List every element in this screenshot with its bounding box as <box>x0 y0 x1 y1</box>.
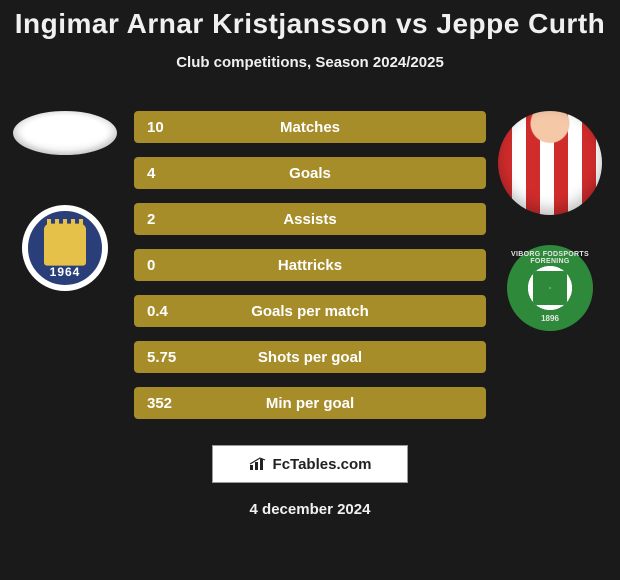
stat-value: 10 <box>147 119 164 136</box>
club-right-top-text: VIBORG FODSPORTS FORENING <box>509 251 591 265</box>
brand-text: FcTables.com <box>273 456 372 473</box>
page-subtitle: Club competitions, Season 2024/2025 <box>0 54 620 71</box>
brand-box[interactable]: FcTables.com <box>212 445 408 483</box>
stat-value: 5.75 <box>147 349 176 366</box>
stat-row-shots-per-goal: 5.75 Shots per goal <box>134 341 486 373</box>
stat-row-goals: 4 Goals <box>134 157 486 189</box>
player-right-column: VIBORG FODSPORTS FORENING 1896 <box>490 111 610 331</box>
stats-bars: 10 Matches 4 Goals 2 Assists 0 Hattricks… <box>134 111 486 419</box>
club-left-crest: 1964 <box>22 205 108 291</box>
stat-label: Goals per match <box>135 303 485 320</box>
stat-row-goals-per-match: 0.4 Goals per match <box>134 295 486 327</box>
player-left-photo <box>13 111 117 155</box>
page-title: Ingimar Arnar Kristjansson vs Jeppe Curt… <box>0 0 620 40</box>
stat-row-matches: 10 Matches <box>134 111 486 143</box>
stat-row-min-per-goal: 352 Min per goal <box>134 387 486 419</box>
stat-label: Matches <box>135 119 485 136</box>
stat-row-assists: 2 Assists <box>134 203 486 235</box>
stat-label: Shots per goal <box>135 349 485 366</box>
stat-row-hattricks: 0 Hattricks <box>134 249 486 281</box>
stat-value: 0.4 <box>147 303 168 320</box>
stat-label: Min per goal <box>135 395 485 412</box>
club-left-year: 1964 <box>28 265 102 279</box>
stat-label: Goals <box>135 165 485 182</box>
stat-value: 0 <box>147 257 155 274</box>
club-right-year: 1896 <box>509 314 591 323</box>
brand-chart-icon <box>249 457 267 471</box>
stat-value: 2 <box>147 211 155 228</box>
footer-date: 4 december 2024 <box>0 501 620 518</box>
stat-label: Assists <box>135 211 485 228</box>
player-right-photo <box>498 111 602 215</box>
club-right-crest: VIBORG FODSPORTS FORENING 1896 <box>507 245 593 331</box>
stat-value: 4 <box>147 165 155 182</box>
player-left-column: 1964 <box>10 111 120 291</box>
stat-label: Hattricks <box>135 257 485 274</box>
stat-value: 352 <box>147 395 172 412</box>
comparison-area: 1964 VIBORG FODSPORTS FORENING 1896 10 M… <box>0 111 620 419</box>
